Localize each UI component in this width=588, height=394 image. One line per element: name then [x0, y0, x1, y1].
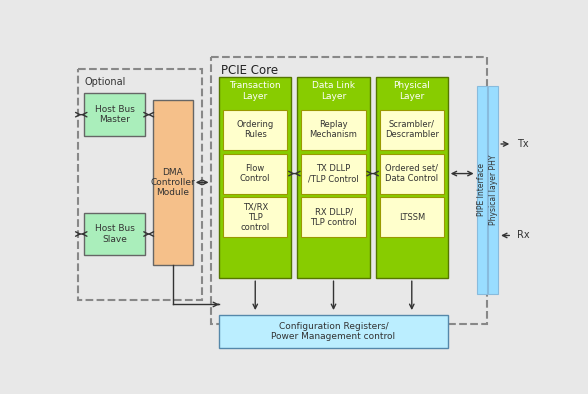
- Text: Host Bus
Slave: Host Bus Slave: [95, 224, 135, 244]
- Text: Physical
Layer: Physical Layer: [393, 82, 430, 101]
- Text: PCIE Core: PCIE Core: [220, 64, 278, 77]
- Text: Flow
Control: Flow Control: [240, 164, 270, 183]
- Text: LTSSM: LTSSM: [399, 213, 425, 222]
- Bar: [223, 197, 288, 238]
- Bar: [476, 86, 487, 294]
- Text: Optional: Optional: [84, 76, 126, 87]
- Text: Ordered set/
Data Control: Ordered set/ Data Control: [385, 164, 438, 183]
- Text: Scrambler/
Descrambler: Scrambler/ Descrambler: [385, 120, 439, 139]
- Text: Replay
Mechanism: Replay Mechanism: [309, 120, 358, 139]
- Bar: [380, 110, 444, 150]
- Bar: [78, 69, 202, 300]
- Bar: [376, 76, 448, 278]
- Text: Ordering
Rules: Ordering Rules: [236, 120, 274, 139]
- Bar: [84, 93, 145, 136]
- Text: Tx: Tx: [517, 139, 529, 149]
- Text: Transaction
Layer: Transaction Layer: [229, 82, 281, 101]
- Bar: [380, 154, 444, 193]
- Text: Rx: Rx: [517, 230, 529, 240]
- Bar: [488, 86, 498, 294]
- Text: Physical layer PHY: Physical layer PHY: [489, 154, 497, 225]
- Bar: [152, 100, 193, 265]
- Bar: [302, 197, 366, 238]
- Bar: [219, 76, 291, 278]
- Bar: [302, 154, 366, 193]
- Text: Host Bus
Master: Host Bus Master: [95, 105, 135, 125]
- Text: DMA
Controller
Module: DMA Controller Module: [151, 167, 195, 197]
- Bar: [223, 110, 288, 150]
- Bar: [298, 76, 369, 278]
- Bar: [84, 213, 145, 255]
- Text: TX DLLP
/TLP Control: TX DLLP /TLP Control: [308, 164, 359, 183]
- Text: PIPE Interface: PIPE Interface: [477, 163, 486, 216]
- Bar: [302, 110, 366, 150]
- Text: RX DLLP/
TLP control: RX DLLP/ TLP control: [310, 208, 357, 227]
- Bar: [212, 56, 487, 325]
- Bar: [223, 154, 288, 193]
- Text: Configuration Registers/
Power Management control: Configuration Registers/ Power Managemen…: [272, 322, 396, 341]
- Text: Data Link
Layer: Data Link Layer: [312, 82, 355, 101]
- Bar: [380, 197, 444, 238]
- Bar: [219, 315, 448, 348]
- Text: TX/RX
TLP
control: TX/RX TLP control: [240, 203, 270, 232]
